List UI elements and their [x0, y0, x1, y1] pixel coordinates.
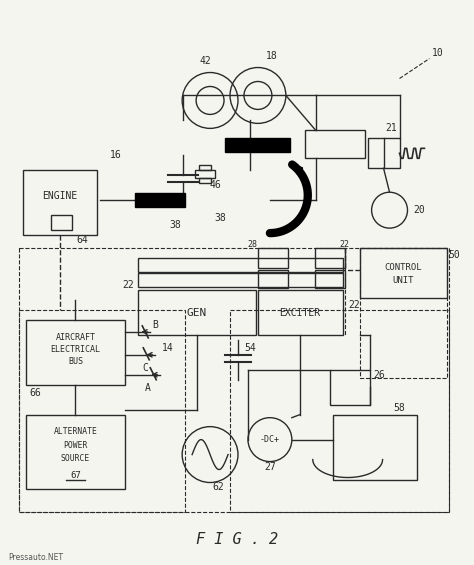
Bar [330, 370, 370, 405]
Text: F I G . 2: F I G . 2 [196, 532, 278, 547]
Text: 22: 22 [349, 300, 361, 310]
Text: POWER: POWER [64, 441, 88, 450]
Text: 26: 26 [374, 370, 385, 380]
Text: 21: 21 [386, 123, 397, 133]
Bar [258, 290, 343, 335]
Bar [18, 248, 449, 512]
Polygon shape [225, 138, 290, 153]
Bar [26, 320, 125, 385]
Bar [18, 310, 185, 512]
Bar [258, 270, 288, 288]
Text: ELECTRICAL: ELECTRICAL [50, 345, 100, 354]
Text: 66: 66 [30, 388, 41, 398]
Bar [26, 415, 125, 489]
Text: EXCITER: EXCITER [279, 308, 320, 318]
Text: A: A [146, 383, 151, 393]
Text: C: C [142, 363, 148, 373]
Text: GEN: GEN [187, 308, 207, 318]
Text: 38: 38 [214, 213, 226, 223]
Text: 10: 10 [431, 47, 443, 58]
Text: 28: 28 [247, 240, 257, 249]
Bar [230, 310, 449, 512]
Text: 54: 54 [244, 343, 256, 353]
Bar [368, 138, 400, 168]
Bar [305, 131, 365, 158]
Text: 64: 64 [77, 235, 88, 245]
Text: 58: 58 [393, 403, 405, 412]
Text: -DC+: -DC+ [260, 435, 280, 444]
Bar [315, 248, 345, 268]
Text: 22: 22 [122, 280, 134, 290]
Bar [258, 248, 288, 268]
Text: Pressauto.NET: Pressauto.NET [9, 553, 64, 562]
Bar [199, 166, 211, 170]
Bar [315, 270, 345, 288]
Text: UNIT: UNIT [393, 276, 414, 285]
Bar [199, 178, 211, 183]
Text: 16: 16 [109, 150, 121, 160]
Text: CONTROL: CONTROL [385, 263, 422, 272]
Bar [360, 248, 447, 298]
Text: 22: 22 [340, 240, 350, 249]
Bar [360, 248, 447, 378]
Text: AIRCRAFT: AIRCRAFT [55, 333, 95, 342]
Bar [138, 290, 256, 335]
Bar [23, 170, 98, 235]
Bar [333, 415, 418, 480]
Text: 20: 20 [414, 205, 425, 215]
Bar [138, 258, 343, 272]
Text: BUS: BUS [68, 357, 83, 366]
Bar [195, 170, 215, 178]
Text: 67: 67 [70, 471, 81, 480]
Bar [138, 273, 343, 287]
Text: 27: 27 [264, 462, 276, 472]
Polygon shape [135, 193, 185, 207]
Text: 38: 38 [169, 220, 181, 230]
Text: 46: 46 [209, 180, 221, 190]
Text: 14: 14 [162, 343, 174, 353]
Bar [51, 215, 73, 230]
Text: 50: 50 [448, 250, 460, 260]
Text: 18: 18 [266, 50, 278, 60]
Text: 42: 42 [199, 55, 211, 66]
Text: B: B [152, 320, 158, 330]
Text: 62: 62 [212, 483, 224, 493]
Text: ENGINE: ENGINE [42, 191, 77, 201]
Text: ALTERNATE: ALTERNATE [54, 427, 98, 436]
Text: SOURCE: SOURCE [61, 454, 90, 463]
